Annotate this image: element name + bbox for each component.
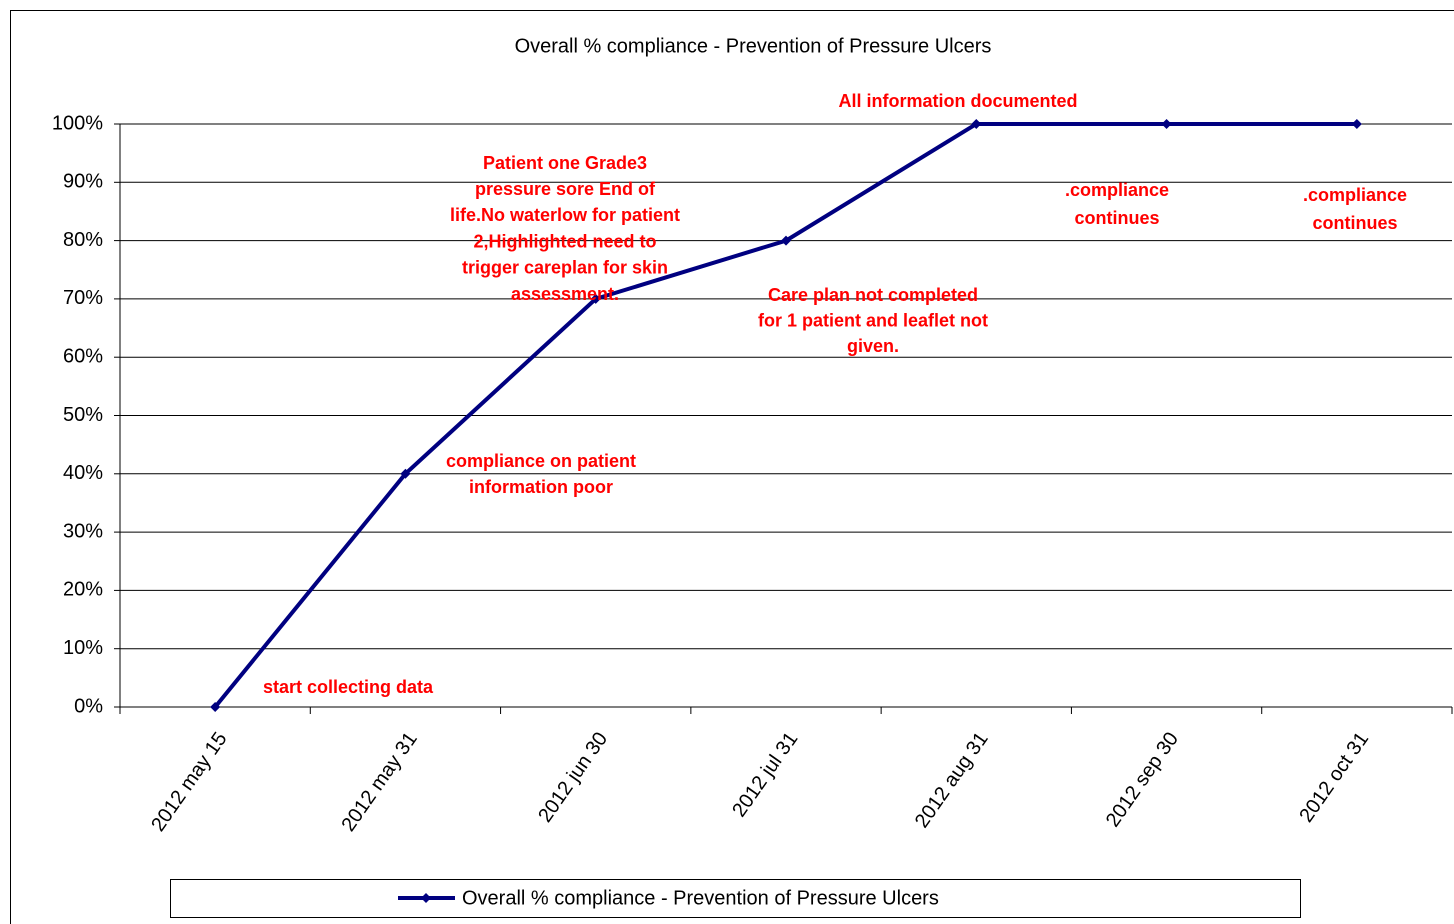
x-tick-label: 2012 oct 31 [1295,728,1373,826]
marker [1351,119,1362,129]
annotation: given. [847,336,899,356]
marker [210,702,221,712]
annotation: Patient one Grade3 [483,153,647,173]
marker [400,468,411,479]
y-tick-label: 100% [52,112,103,134]
y-tick-label: 20% [63,579,103,601]
legend-box [170,879,1301,918]
legend-label: Overall % compliance - Prevention of Pre… [462,887,939,909]
annotation: information poor [469,477,613,497]
annotation: trigger careplan for skin [462,258,668,278]
x-tick-label: 2012 may 31 [338,728,422,835]
y-tick-label: 50% [63,404,103,426]
y-tick-label: 70% [63,287,103,309]
x-tick-label: 2012 jul 31 [728,728,802,821]
x-tick-label: 2012 sep 30 [1102,728,1183,831]
y-tick-label: 40% [63,462,103,484]
y-tick-label: 60% [63,345,103,367]
annotation: life.No waterlow for patient [450,205,680,225]
x-tick-label: 2012 jun 30 [534,728,612,826]
legend-marker [421,893,431,903]
annotation: continues [1074,208,1159,228]
annotation: Care plan not completed [768,285,978,305]
annotation: .compliance [1065,180,1169,200]
annotation: continues [1312,213,1397,233]
y-tick-label: 80% [63,229,103,251]
annotation: for 1 patient and leaflet not [758,310,988,330]
y-tick-label: 30% [63,520,103,542]
annotation: All information documented [838,91,1077,111]
x-tick-label: 2012 aug 31 [911,728,993,832]
y-tick-label: 10% [63,637,103,659]
marker [781,235,791,246]
annotation: .compliance [1303,185,1407,205]
annotation: start collecting data [263,677,434,697]
annotation: pressure sore End of [475,179,656,199]
marker [590,293,601,304]
marker [1161,119,1172,129]
chart-border [10,10,1454,924]
chart-title: Overall % compliance - Prevention of Pre… [515,35,992,57]
marker [971,119,982,129]
annotation: 2,Highlighted need to [474,231,657,251]
y-tick-label: 0% [74,695,103,717]
annotation: assessment. [511,284,619,304]
y-tick-label: 90% [63,171,103,193]
x-tick-label: 2012 may 15 [147,728,231,835]
annotation: compliance on patient [446,451,636,471]
